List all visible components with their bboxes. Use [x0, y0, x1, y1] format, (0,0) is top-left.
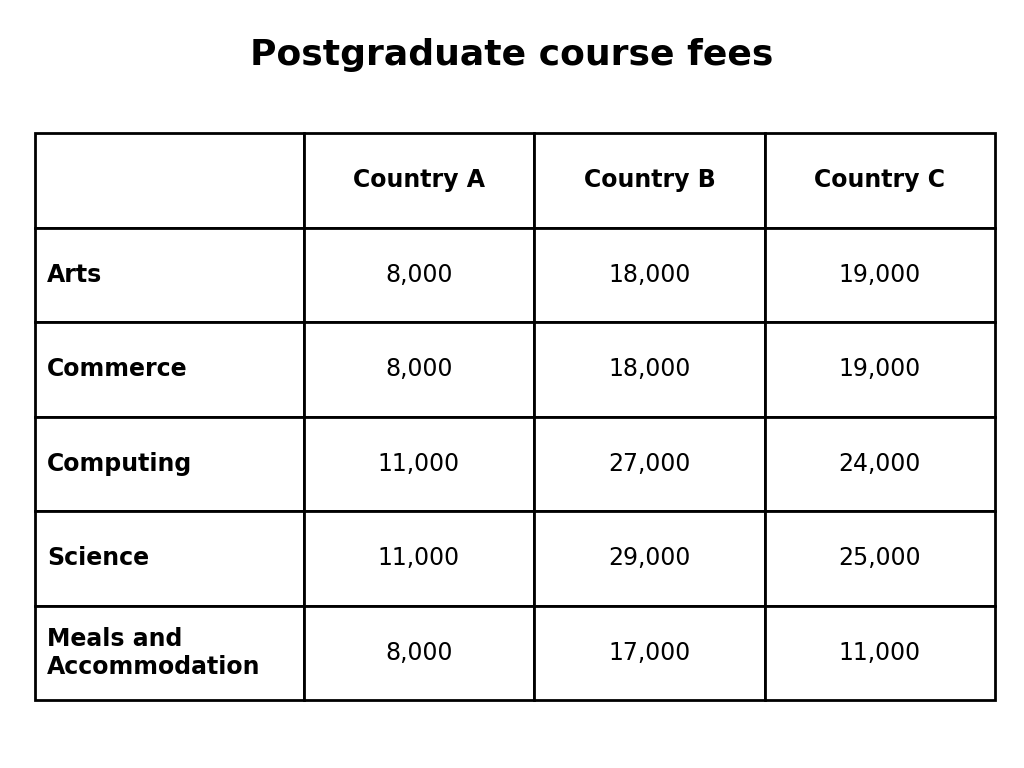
Text: 17,000: 17,000: [608, 641, 690, 665]
Text: Country A: Country A: [353, 168, 485, 192]
Text: 18,000: 18,000: [608, 357, 690, 381]
Text: 19,000: 19,000: [839, 357, 921, 381]
Text: 27,000: 27,000: [608, 452, 690, 475]
Text: 19,000: 19,000: [839, 263, 921, 286]
Text: 24,000: 24,000: [839, 452, 921, 475]
Text: Meals and
Accommodation: Meals and Accommodation: [47, 627, 261, 679]
Text: 18,000: 18,000: [608, 263, 690, 286]
Text: 25,000: 25,000: [839, 546, 922, 571]
Text: 8,000: 8,000: [385, 641, 453, 665]
Text: 8,000: 8,000: [385, 357, 453, 381]
Text: 11,000: 11,000: [839, 641, 921, 665]
Text: 8,000: 8,000: [385, 263, 453, 286]
Text: Computing: Computing: [47, 452, 193, 475]
Text: Country C: Country C: [814, 168, 945, 192]
Text: Country B: Country B: [584, 168, 716, 192]
Text: 11,000: 11,000: [378, 452, 460, 475]
Text: Postgraduate course fees: Postgraduate course fees: [250, 38, 774, 72]
Text: 29,000: 29,000: [608, 546, 690, 571]
Text: Arts: Arts: [47, 263, 102, 286]
Text: 11,000: 11,000: [378, 546, 460, 571]
Text: Commerce: Commerce: [47, 357, 188, 381]
Text: Science: Science: [47, 546, 150, 571]
